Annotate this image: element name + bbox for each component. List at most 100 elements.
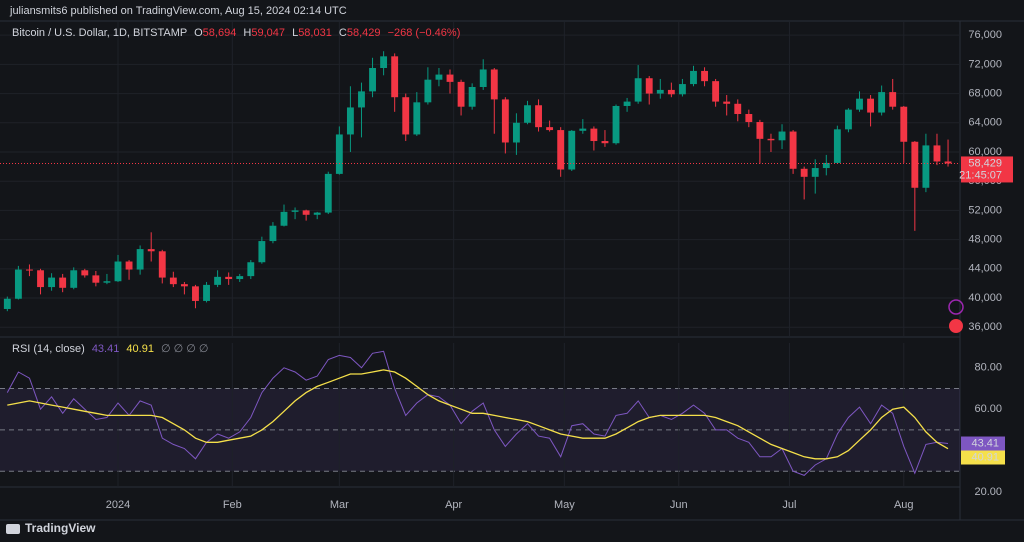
- candle-body: [236, 276, 244, 280]
- candle-body: [933, 145, 941, 162]
- value-label: 43.41: [971, 437, 999, 449]
- candle-body: [734, 103, 742, 115]
- y-tick-label: 60.00: [974, 403, 1002, 415]
- candle-body: [524, 105, 531, 123]
- candle-body: [867, 98, 874, 113]
- rsi-title: RSI (14, close): [12, 343, 85, 355]
- candle-body: [3, 298, 11, 309]
- candle-body: [70, 270, 78, 288]
- y-tick-label: 76,000: [968, 29, 1002, 41]
- y-tick-label: 48,000: [968, 234, 1002, 246]
- candle-body: [424, 79, 432, 103]
- candle-body: [878, 92, 886, 113]
- y-tick-label: 72,000: [968, 58, 1002, 70]
- candle-body: [612, 105, 620, 144]
- value-label: 40.91: [971, 451, 999, 463]
- candle-body: [302, 210, 310, 215]
- rsi-legend: RSI (14, close) 43.41 40.91 ∅ ∅ ∅ ∅: [12, 343, 209, 355]
- candle-body: [822, 162, 830, 169]
- candle-body: [723, 101, 731, 104]
- rsi-line: [6, 350, 949, 476]
- candle-body: [789, 131, 797, 169]
- candle-body: [313, 212, 321, 215]
- x-tick-label: Mar: [330, 499, 349, 511]
- countdown-label: 21:45:07: [959, 169, 1002, 181]
- legend-key: C: [339, 27, 347, 39]
- candle-body: [645, 78, 653, 94]
- candle-body: [557, 130, 565, 170]
- candle-body: [767, 138, 775, 141]
- candle-body: [756, 122, 764, 139]
- y-tick-label: 44,000: [968, 263, 1002, 275]
- x-tick-label: Jul: [782, 499, 796, 511]
- candle-body: [922, 145, 930, 188]
- candle-body: [579, 128, 587, 131]
- plot-layer: 36,00040,00044,00048,00052,00056,00060,0…: [0, 22, 1013, 511]
- last-price-box: [961, 156, 1013, 183]
- candle-body: [479, 69, 487, 87]
- ma-value: 40.91: [126, 343, 154, 355]
- candle-body: [81, 270, 89, 276]
- candle-body: [690, 70, 697, 85]
- candle-body: [92, 275, 100, 283]
- candle-body: [889, 92, 897, 107]
- candle-body: [535, 105, 542, 128]
- candle-body: [501, 99, 509, 143]
- y-tick-label: 40,000: [968, 292, 1002, 304]
- legend-value: 58,429: [347, 27, 381, 39]
- candle-body: [623, 101, 631, 106]
- candle-body: [147, 249, 155, 252]
- legend-value: 58,031: [298, 27, 332, 39]
- candle-body: [247, 262, 255, 277]
- candle-body: [856, 98, 863, 110]
- candle-body: [468, 86, 476, 107]
- legend-value: 59,047: [251, 27, 285, 39]
- symbol: Bitcoin / U.S. Dollar, 1D, BITSTAMP: [12, 27, 187, 39]
- candle-body: [158, 251, 166, 278]
- candle-body: [324, 173, 332, 213]
- event-icon[interactable]: [949, 319, 963, 333]
- candle-body: [114, 261, 122, 282]
- candle-body: [490, 69, 498, 100]
- candle-body: [678, 84, 686, 95]
- candle-body: [180, 284, 188, 287]
- candle-body: [136, 249, 144, 270]
- candle-body: [546, 127, 554, 131]
- candle-body: [667, 89, 675, 95]
- candle-body: [48, 277, 56, 288]
- legend-value: 58,694: [203, 27, 237, 39]
- y-tick-label: 36,000: [968, 321, 1002, 333]
- legend-change: −268 (−0.46%): [388, 27, 461, 39]
- candle-body: [833, 129, 841, 163]
- y-tick-label: 52,000: [968, 204, 1002, 216]
- legend-key: H: [243, 27, 251, 39]
- last-price-label: 58,429: [968, 157, 1002, 169]
- candle-body: [103, 281, 111, 283]
- candle-body: [601, 141, 609, 144]
- candle-body: [26, 269, 33, 271]
- alert-icon[interactable]: [948, 299, 964, 315]
- rsi-ma-line: [7, 369, 949, 460]
- candle-body: [900, 106, 908, 142]
- value-box: [961, 450, 1005, 465]
- candle-body: [701, 70, 708, 82]
- candle-body: [457, 81, 465, 107]
- candle-body: [512, 122, 520, 143]
- candle-body: [269, 225, 277, 242]
- x-tick-label: Feb: [223, 499, 242, 511]
- candle-body: [944, 161, 952, 164]
- candle-body: [845, 109, 852, 130]
- x-tick-label: May: [554, 499, 575, 511]
- candle-body: [280, 211, 288, 226]
- x-tick-label: Jun: [670, 499, 688, 511]
- candle-body: [811, 168, 819, 177]
- candle-body: [391, 56, 399, 98]
- candle-body: [712, 81, 720, 102]
- y-tick-label: 64,000: [968, 117, 1002, 129]
- brand-logo: [6, 524, 20, 534]
- y-tick-label: 20.00: [974, 486, 1002, 498]
- settings-icons: ∅ ∅ ∅ ∅: [161, 343, 209, 355]
- x-tick-label: Aug: [894, 499, 914, 511]
